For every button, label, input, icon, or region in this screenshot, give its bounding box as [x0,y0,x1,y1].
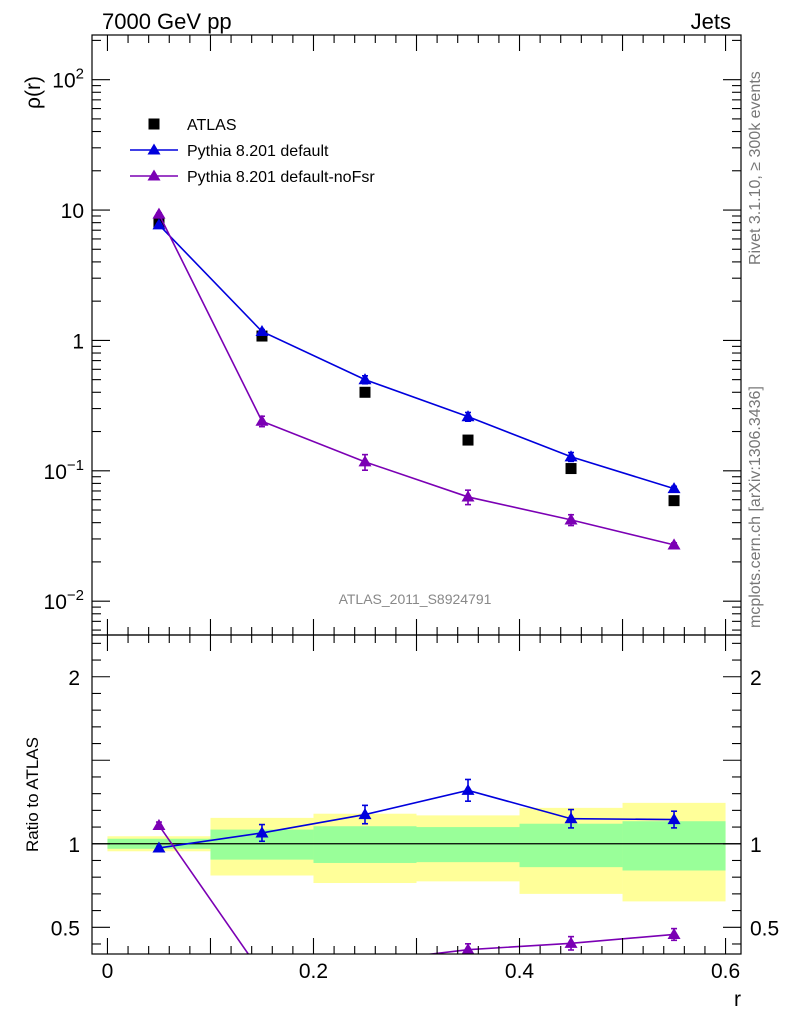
legend-marker-triangle [147,143,161,155]
series-pythia-8-201-default [152,218,681,494]
legend-item-pythia-8-201-default-nofsr: Pythia 8.201 default-noFsr [130,169,375,186]
ratio-errorbar-pythia-8-201-default-nofsr-2 [362,957,368,967]
main-panel-series [152,207,681,550]
point-pythia-8-201-default-nofsr-3 [461,490,475,502]
rivet-version-label: Rivet 3.1.10, ≥ 300k events [747,71,764,265]
point-pythia-8-201-default-0 [152,218,166,230]
main-y-tick-label: 10−1 [44,457,84,484]
ratio-line-pythia-8-201-default-nofsr [158,824,675,954]
ratio-point-pythia-8-201-default-nofsr-4 [564,936,578,948]
ratio-y-tick-label-left: 0.5 [51,917,80,940]
ratio-point-pythia-8-201-default-nofsr-5 [667,927,681,940]
point-pythia-8-201-default-nofsr-2 [358,455,372,467]
main-y-tick-label: 10−2 [44,587,84,614]
point-atlas-2 [359,386,371,398]
ratio-band-inner-5 [622,821,726,871]
ratio-line-pythia-8-201-default [158,789,675,849]
point-pythia-8-201-default-1 [255,325,269,337]
axis-ticks [92,35,741,954]
ratio-y-tick-label-right: 0.5 [750,917,779,940]
ratio-band-inner-3 [416,827,520,863]
main-y-tick-label: 10 [61,200,84,223]
header-energy: 7000 GeV pp [102,9,232,34]
point-pythia-8-201-default-5 [667,482,681,494]
ratio-y-axis-title: Ratio to ATLAS [23,737,42,852]
ratio-point-pythia-8-201-default-nofsr-3 [461,943,475,954]
x-axis-title: r [734,988,741,1011]
series-line-pythia-8-201-default [158,224,675,490]
point-atlas-4 [565,463,577,475]
header-process: Jets [691,9,731,34]
ratio-y-tick-label-left: 1 [68,834,80,857]
point-pythia-8-201-default-nofsr-5 [667,538,681,550]
ratio-point-pythia-8-201-default-nofsr-0 [152,818,166,830]
x-tick-label: 0.6 [711,960,740,983]
main-y-tick-label: 102 [52,66,84,93]
mcplots-reference-label: mcplots.cern.ch [arXiv:1306.3436] [747,386,764,628]
ratio-panel-series [152,778,681,978]
ratio-series-pythia-8-201-default-nofsr [152,818,681,978]
legend-label: ATLAS [187,117,237,134]
ratio-series-pythia-8-201-default [152,778,681,853]
x-tick-label: 0 [102,960,114,983]
series-pythia-8-201-default-nofsr [152,207,681,550]
point-pythia-8-201-default-3 [461,410,475,422]
point-atlas-5 [668,495,680,507]
ratio-point-pythia-8-201-default-0 [152,841,166,853]
point-pythia-8-201-default-2 [358,373,372,385]
legend-marker-square [148,118,160,130]
ratio-point-pythia-8-201-default-5 [667,813,681,825]
main-y-axis-title: ρ(r) [22,76,45,109]
point-pythia-8-201-default-nofsr-0 [152,207,166,219]
ratio-band-inner-4 [519,823,623,868]
legend-marker-triangle [147,169,161,181]
ratio-errorbar-pythia-8-201-default-nofsr-1 [259,970,265,977]
ratio-point-pythia-8-201-default-1 [255,826,269,838]
legend-item-atlas: ATLAS [148,117,237,134]
legend-label: Pythia 8.201 default-noFsr [187,169,375,186]
legend-label: Pythia 8.201 default [187,143,329,160]
x-tick-label: 0.2 [299,960,328,983]
ratio-band-inner-2 [313,826,417,863]
x-tick-label: 0.4 [505,960,535,983]
ratio-point-pythia-8-201-default-nofsr-2 [358,956,371,967]
ratio-uncertainty-bands [107,802,726,902]
ratio-point-pythia-8-201-default-nofsr-1 [255,967,268,978]
point-atlas-3 [462,434,474,446]
point-pythia-8-201-default-nofsr-1 [255,414,269,426]
ratio-y-tick-label-right: 1 [750,834,762,857]
ratio-y-tick-label-right: 2 [750,667,762,690]
ratio-panel-frame [91,634,742,955]
series-line-pythia-8-201-default-nofsr [158,213,675,546]
legend-item-pythia-8-201-default: Pythia 8.201 default [130,143,329,160]
ratio-point-pythia-8-201-default-2 [358,808,372,820]
legend: ATLAS Pythia 8.201 default Pythia 8.201 de… [130,117,375,186]
ratio-point-pythia-8-201-default-4 [564,812,578,824]
main-y-tick-label: 1 [72,330,84,353]
ratio-y-tick-label-left: 2 [68,667,80,690]
ratio-point-pythia-8-201-default-3 [461,783,475,795]
axis-tick-labels: 0 0.2 0.4 0.6 10−2 10−1 1 10 102 0.5 0.5 1 1 2 2 [44,66,780,983]
point-pythia-8-201-default-4 [564,450,578,462]
point-pythia-8-201-default-nofsr-4 [564,513,578,525]
analysis-watermark: ATLAS_2011_S8924791 [339,591,492,607]
